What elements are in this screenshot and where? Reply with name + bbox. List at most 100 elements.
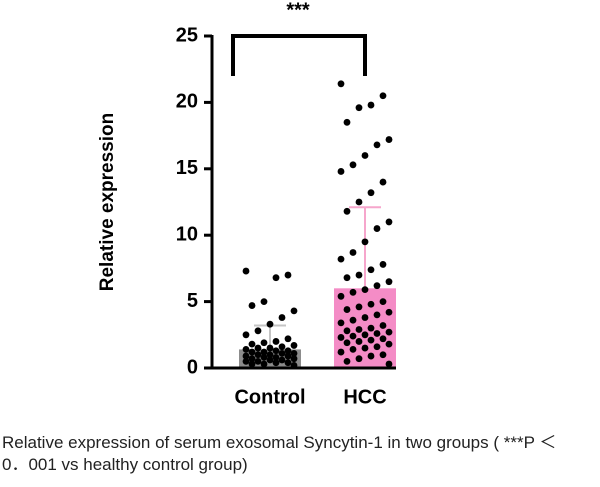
data-point: [367, 101, 375, 109]
data-point: [349, 161, 357, 169]
data-point: [272, 338, 280, 345]
data-point: [355, 355, 363, 363]
data-point: [343, 207, 351, 215]
data-point: [355, 303, 363, 311]
data-point: [385, 218, 393, 226]
data-point: [248, 360, 256, 368]
data-point: [337, 319, 345, 327]
data-point: [290, 355, 298, 363]
data-point: [361, 331, 369, 339]
data-point: [266, 351, 274, 359]
y-tick-label: 10: [176, 223, 198, 245]
data-point: [379, 351, 387, 359]
data-point: [278, 349, 286, 357]
data-point: [242, 357, 250, 365]
data-point: [373, 343, 381, 351]
data-point: [379, 178, 387, 186]
bar: [334, 288, 396, 368]
data-point: [278, 356, 286, 364]
data-point: [361, 152, 369, 159]
data-point: [278, 343, 286, 351]
data-point: [367, 352, 375, 360]
data-point: [254, 327, 262, 335]
data-point: [379, 92, 387, 100]
data-point: [260, 353, 268, 361]
data-point: [242, 267, 250, 275]
data-point: [349, 332, 357, 340]
data-point: [254, 344, 262, 352]
data-point: [379, 261, 387, 268]
data-point: [284, 352, 292, 360]
data-point: [385, 308, 393, 316]
data-point: [260, 360, 268, 368]
data-point: [242, 352, 250, 360]
data-point: [266, 320, 274, 328]
data-point: [343, 306, 351, 313]
data-point: [260, 339, 268, 347]
data-point: [361, 344, 369, 352]
data-point: [379, 298, 387, 305]
data-point: [248, 355, 256, 363]
y-tick-label: 5: [187, 290, 198, 312]
data-point: [266, 344, 274, 352]
data-point: [254, 351, 262, 359]
data-point: [343, 357, 351, 365]
y-tick-label: 20: [176, 91, 198, 113]
data-point: [355, 326, 363, 333]
data-point: [385, 278, 393, 286]
data-point: [343, 118, 351, 126]
data-point: [373, 225, 381, 232]
data-point: [337, 348, 345, 356]
data-point: [373, 282, 381, 290]
data-point: [272, 353, 280, 361]
data-point: [361, 286, 369, 294]
y-tick-label: 25: [176, 24, 198, 46]
y-tick-label: 15: [176, 157, 198, 179]
data-point: [379, 335, 387, 343]
data-point: [343, 327, 351, 335]
data-point: [367, 266, 375, 274]
data-point: [385, 340, 393, 348]
data-point: [284, 335, 292, 343]
data-point: [248, 340, 256, 348]
data-point: [349, 316, 357, 324]
data-point: [266, 356, 274, 364]
y-tick-label: 0: [187, 356, 198, 378]
data-point: [355, 104, 363, 112]
data-point: [343, 274, 351, 282]
data-point: [361, 314, 369, 321]
data-point: [367, 336, 375, 344]
data-point: [242, 346, 250, 353]
data-point: [385, 360, 393, 368]
data-point: [254, 357, 262, 365]
data-point: [349, 346, 357, 353]
data-point: [337, 255, 345, 263]
data-point: [242, 331, 250, 339]
x-tick-label: Control: [234, 386, 305, 408]
data-point: [278, 314, 286, 321]
caption: Relative expression of serum exosomal Sy…: [2, 433, 557, 474]
data-point: [290, 342, 298, 349]
data-point: [379, 322, 387, 329]
data-point: [248, 348, 256, 356]
data-point: [272, 274, 280, 282]
data-point: [385, 136, 393, 143]
data-point: [367, 300, 375, 308]
data-point: [373, 330, 381, 337]
x-tick-label: HCC: [343, 386, 386, 408]
data-point: [290, 349, 298, 357]
data-point: [355, 198, 363, 206]
data-point: [337, 334, 345, 341]
y-axis-label: Relative expression: [97, 113, 118, 291]
significance-bracket: [231, 34, 367, 76]
data-point: [272, 359, 280, 367]
data-point: [367, 189, 375, 197]
data-point: [337, 168, 345, 175]
data-point: [337, 80, 345, 88]
data-point: [260, 298, 268, 305]
data-point: [355, 271, 363, 279]
data-point: [343, 339, 351, 347]
data-point: [349, 288, 357, 296]
data-point: [373, 141, 381, 149]
